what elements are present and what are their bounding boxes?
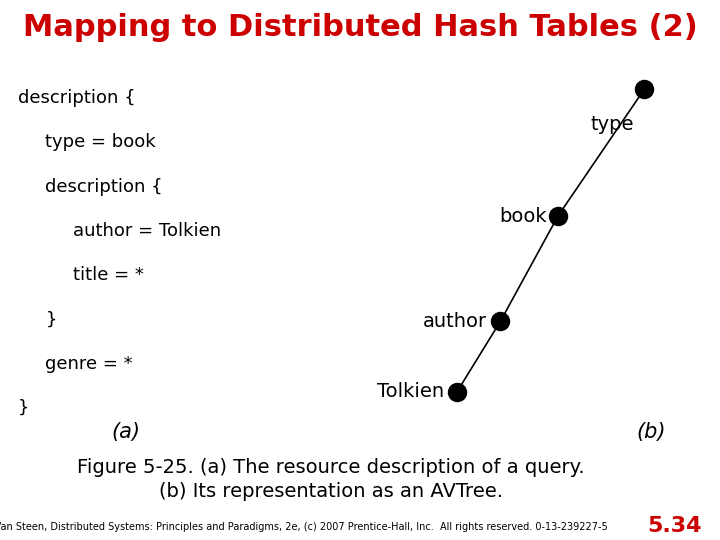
Text: title = *: title = * (73, 266, 143, 284)
Text: (a): (a) (112, 422, 140, 442)
Text: Tolkien: Tolkien (377, 382, 444, 401)
Text: genre = *: genre = * (45, 355, 133, 373)
Text: Tanenbaum & Van Steen, Distributed Systems: Principles and Paradigms, 2e, (c) 20: Tanenbaum & Van Steen, Distributed Syste… (0, 522, 608, 531)
Text: Figure 5-25. (a) The resource description of a query.: Figure 5-25. (a) The resource descriptio… (77, 457, 585, 477)
Text: (b): (b) (637, 422, 666, 442)
Text: book: book (500, 206, 547, 226)
Text: type: type (590, 114, 634, 134)
Text: author = Tolkien: author = Tolkien (73, 222, 221, 240)
Text: Mapping to Distributed Hash Tables (2): Mapping to Distributed Hash Tables (2) (22, 14, 698, 43)
Text: author: author (423, 312, 487, 331)
Text: type = book: type = book (45, 133, 156, 151)
Text: }: } (18, 399, 30, 417)
Text: }: } (45, 310, 57, 328)
Text: description {: description { (45, 178, 163, 195)
Text: (b) Its representation as an AVTree.: (b) Its representation as an AVTree. (159, 482, 503, 501)
Text: description {: description { (18, 89, 135, 107)
Text: 5.34: 5.34 (647, 516, 702, 537)
